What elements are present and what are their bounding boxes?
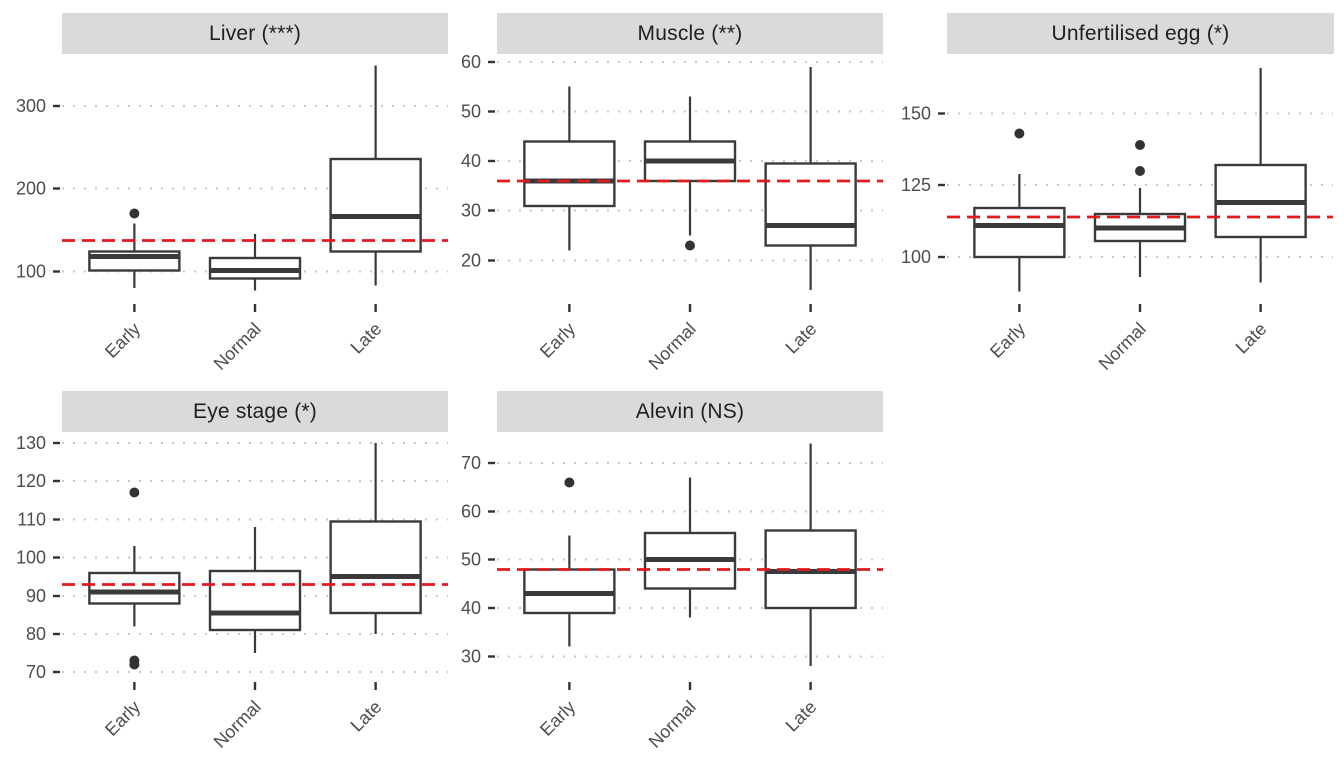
strip-title: Muscle (**)	[637, 21, 743, 45]
y-tick-label: 40	[461, 151, 481, 171]
y-tick-label: 300	[16, 96, 46, 116]
x-category-label: Early	[986, 319, 1029, 362]
x-category-label: Late	[347, 319, 386, 358]
x-category-label: Early	[536, 697, 579, 740]
x-category-label: Late	[1232, 319, 1271, 358]
outlier-point	[129, 208, 140, 219]
x-category-label: Early	[101, 319, 144, 362]
strip-muscle: Muscle (**)	[497, 13, 883, 54]
strip-title: Unfertilised egg (*)	[1051, 21, 1230, 45]
strip-title: Liver (***)	[208, 21, 302, 45]
outlier-point	[685, 240, 695, 251]
y-tick-label: 40	[461, 598, 481, 618]
y-tick-label: 50	[461, 102, 481, 122]
y-tick-label: 30	[461, 201, 481, 221]
y-tick-label: 60	[461, 502, 481, 522]
y-tick-label: 100	[901, 247, 931, 267]
plot-unfertilised-egg: 100 125 150 Early Normal Late	[901, 68, 1333, 374]
x-category-label: Late	[347, 697, 386, 736]
outlier-point	[1014, 128, 1025, 139]
y-tick-label: 100	[16, 262, 46, 282]
y-tick-label: 80	[26, 624, 46, 644]
plot-alevin: 30 40 50 60 70 Early Normal Late	[461, 443, 883, 752]
y-tick-label: 150	[901, 104, 931, 124]
outlier-point	[129, 487, 140, 498]
x-category-label: Normal	[210, 697, 265, 752]
strip-unfertilised-egg: Unfertilised egg (*)	[947, 13, 1334, 54]
x-category-label: Late	[782, 319, 821, 358]
panel-liver: Liver (***) 100 200 300 Early Normal Late	[0, 13, 448, 391]
x-category-label: Normal	[645, 319, 700, 374]
box-iqr	[88, 571, 181, 605]
y-tick-label: 125	[901, 175, 931, 195]
x-category-label: Normal	[1095, 319, 1150, 374]
y-tick-label: 20	[461, 251, 481, 271]
strip-liver: Liver (***)	[62, 13, 448, 54]
y-tick-label: 130	[16, 433, 46, 453]
panel-unfertilised-egg: Unfertilised egg (*) 100 125 150 Early Norma…	[890, 13, 1334, 391]
y-tick-label: 30	[461, 647, 481, 667]
y-tick-label: 90	[26, 586, 46, 606]
y-tick-label: 70	[26, 662, 46, 682]
panel-eye-stage: Eye stage (*) 70 80 90 100 110 120 130 Early Nor…	[0, 391, 448, 767]
y-tick-label: 50	[461, 550, 481, 570]
box-iqr	[329, 520, 422, 615]
strip-alevin: Alevin (NS)	[497, 391, 883, 432]
y-tick-label: 110	[17, 510, 46, 530]
plot-muscle: 20 30 40 50 60 Early Normal Late	[461, 54, 883, 374]
box-iqr	[329, 157, 422, 253]
box-iqr	[523, 140, 616, 208]
x-category-label: Normal	[645, 697, 700, 752]
facet-row-2: Eye stage (*) 70 80 90 100 110 120 130 Early Nor…	[0, 391, 1344, 767]
x-category-label: Late	[782, 697, 821, 736]
y-tick-label: 200	[16, 179, 46, 199]
y-tick-label: 100	[16, 548, 46, 568]
box-iqr	[764, 162, 857, 247]
strip-title: Alevin (NS)	[635, 399, 745, 423]
plot-eye-stage: 70 80 90 100 110 120 130 Early Normal Late	[16, 433, 448, 752]
x-category-label: Early	[101, 697, 144, 740]
outlier-point	[564, 477, 575, 488]
outlier-point	[1135, 166, 1145, 176]
x-category-label: Early	[536, 319, 579, 362]
strip-eye-stage: Eye stage (*)	[62, 391, 448, 432]
y-tick-label: 60	[461, 54, 481, 72]
box-iqr	[208, 569, 302, 632]
outlier-point	[129, 659, 140, 670]
panel-muscle: Muscle (**) 20 30 40 50 60 Early Normal Late	[455, 13, 883, 391]
box-iqr	[973, 206, 1066, 259]
y-tick-label: 70	[461, 453, 481, 473]
y-tick-label: 120	[16, 471, 46, 491]
x-category-label: Normal	[210, 319, 265, 374]
strip-title: Eye stage (*)	[193, 399, 317, 423]
plot-liver: 100 200 300 Early Normal Late	[16, 65, 448, 374]
outlier-point	[1135, 140, 1145, 150]
panel-alevin: Alevin (NS) 30 40 50 60 70 Early Normal Late	[455, 391, 883, 767]
facet-row-1: Liver (***) 100 200 300 Early Normal Late Mus…	[0, 13, 1344, 391]
